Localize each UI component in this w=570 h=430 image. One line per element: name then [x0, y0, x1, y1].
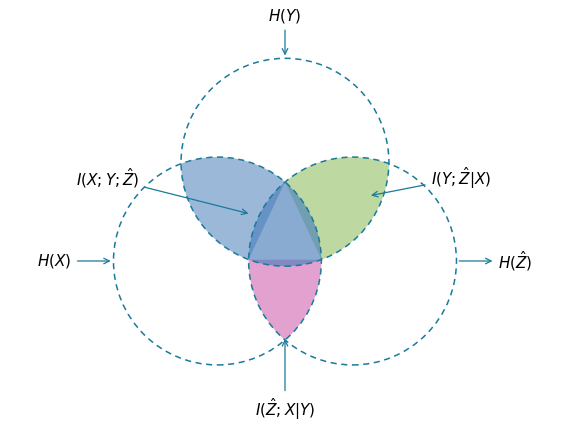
Text: $H(X)$: $H(X)$ — [38, 252, 109, 270]
Text: $H(Y)$: $H(Y)$ — [268, 6, 302, 54]
Text: $I(Y;\hat{Z}|X)$: $I(Y;\hat{Z}|X)$ — [372, 165, 491, 197]
Polygon shape — [181, 157, 285, 260]
Text: $I(X;Y;\hat{Z})$: $I(X;Y;\hat{Z})$ — [76, 166, 247, 215]
Polygon shape — [249, 182, 321, 266]
Text: $H(\hat{Z})$: $H(\hat{Z})$ — [459, 249, 532, 273]
Polygon shape — [249, 260, 321, 340]
Polygon shape — [285, 157, 389, 260]
Text: $I(\hat{Z};X|Y)$: $I(\hat{Z};X|Y)$ — [255, 341, 315, 422]
